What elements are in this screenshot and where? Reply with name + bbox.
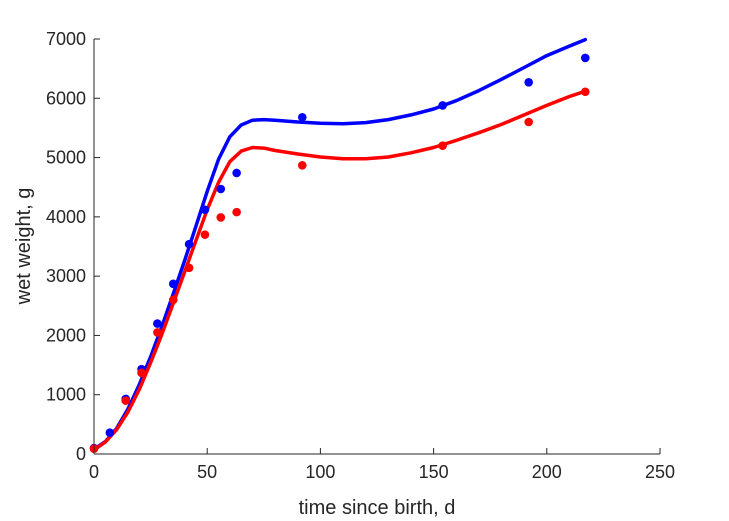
data-point: [216, 213, 226, 222]
y-tick-label: 4000: [46, 207, 86, 227]
y-tick-label: 2000: [46, 325, 86, 345]
data-point: [153, 319, 162, 328]
x-tick-label: 50: [197, 462, 217, 482]
data-point: [168, 279, 178, 289]
x-tick-label: 0: [89, 462, 99, 482]
y-tick-label: 1000: [46, 385, 86, 405]
y-axis-label: wet weight, g: [13, 188, 35, 306]
data-point: [105, 428, 115, 437]
x-axis-label: time since birth, d: [299, 497, 456, 519]
data-point: [524, 77, 533, 87]
data-point: [184, 239, 194, 249]
data-point: [297, 112, 307, 122]
y-tick-label: 6000: [46, 88, 86, 108]
y-tick-label: 5000: [46, 148, 86, 168]
data-point: [168, 295, 178, 305]
x-tick-label: 150: [419, 462, 449, 482]
data-point: [297, 160, 307, 170]
data-point: [580, 53, 590, 63]
data-point: [438, 101, 447, 110]
y-tick-label: 3000: [46, 266, 86, 286]
data-point: [232, 207, 241, 217]
x-tick-label: 250: [645, 462, 675, 482]
data-point: [216, 184, 226, 194]
data-point: [153, 328, 162, 337]
data-point: [121, 396, 130, 405]
plot-area: [89, 37, 590, 453]
data-point: [137, 368, 146, 378]
x-tick-label: 200: [532, 462, 562, 482]
fit-line-2: [92, 89, 588, 452]
y-tick-label: 0: [76, 444, 86, 464]
data-point: [184, 263, 194, 273]
data-point: [232, 168, 241, 178]
x-ticks: 0 50 100 150 200 250: [89, 448, 675, 482]
data-point: [438, 141, 447, 151]
data-point: [200, 205, 210, 215]
fit-line-1: [92, 37, 588, 452]
y-ticks: 0 1000 2000 3000 4000 5000 6000 7000: [46, 29, 100, 464]
data-point: [580, 87, 590, 97]
y-tick-label: 7000: [46, 29, 86, 49]
data-point: [200, 230, 210, 239]
data-point: [524, 117, 533, 127]
x-tick-label: 100: [305, 462, 335, 482]
